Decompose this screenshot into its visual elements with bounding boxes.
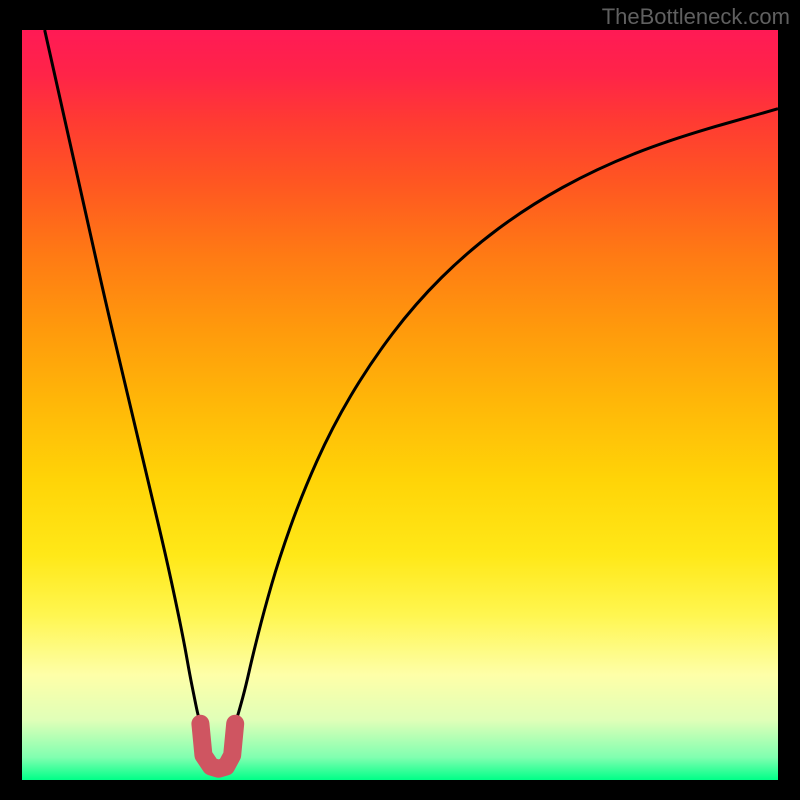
bottleneck-curve-chart [0, 0, 800, 800]
chart-container: TheBottleneck.com [0, 0, 800, 800]
watermark-text: TheBottleneck.com [602, 4, 790, 30]
